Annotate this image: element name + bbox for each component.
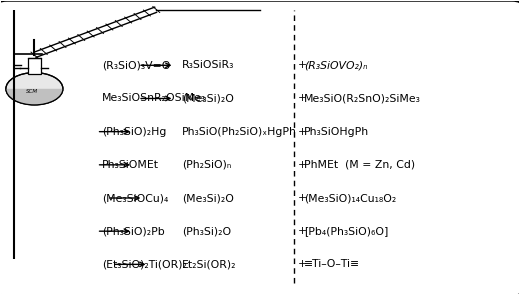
Text: +: + — [297, 94, 306, 104]
Text: Ph₃SiOMEt: Ph₃SiOMEt — [102, 160, 159, 170]
Text: (Me₃SiO)₁₄Cu₁₈O₂: (Me₃SiO)₁₄Cu₁₈O₂ — [304, 193, 396, 203]
Text: +: + — [297, 259, 306, 269]
Text: +: + — [297, 127, 306, 137]
Text: (Ph₂SiO)ₙ: (Ph₂SiO)ₙ — [182, 160, 231, 170]
Circle shape — [6, 73, 63, 105]
Text: (Ph₃SiO)₂Hg: (Ph₃SiO)₂Hg — [102, 127, 166, 137]
Text: (Et₃SiO)₂Ti(OR)₂: (Et₃SiO)₂Ti(OR)₂ — [102, 259, 187, 269]
Text: Me₃SiO(R₂SnO)₂SiMe₃: Me₃SiO(R₂SnO)₂SiMe₃ — [304, 94, 421, 104]
Text: (Me₃Si)₂O: (Me₃Si)₂O — [182, 193, 234, 203]
Text: Ph₃SiO(Ph₂SiO)ₓHgPh: Ph₃SiO(Ph₂SiO)ₓHgPh — [182, 127, 297, 137]
Text: [Pb₄(Ph₃SiO)₆O]: [Pb₄(Ph₃SiO)₆O] — [304, 226, 388, 236]
Text: PhMEt  (M = Zn, Cd): PhMEt (M = Zn, Cd) — [304, 160, 415, 170]
Text: Ph₃SiOHgPh: Ph₃SiOHgPh — [304, 127, 369, 137]
Text: Me₃SiOSnR₂OSiMe₃: Me₃SiOSnR₂OSiMe₃ — [102, 94, 206, 104]
Text: Et₂Si(OR)₂: Et₂Si(OR)₂ — [182, 259, 237, 269]
Text: R₃SiOSiR₃: R₃SiOSiR₃ — [182, 60, 235, 70]
Text: +: + — [297, 193, 306, 203]
Text: (Me₃Si)₂O: (Me₃Si)₂O — [182, 94, 234, 104]
Text: +: + — [297, 226, 306, 236]
Text: (R₃SiOVO₂)ₙ: (R₃SiOVO₂)ₙ — [304, 60, 368, 70]
Text: (Ph₃Si)₂O: (Ph₃Si)₂O — [182, 226, 231, 236]
Wedge shape — [6, 89, 63, 105]
Text: (Me₃SiOCu)₄: (Me₃SiOCu)₄ — [102, 193, 168, 203]
Text: (R₃SiO)₃V=O: (R₃SiO)₃V=O — [102, 60, 170, 70]
Text: +: + — [297, 160, 306, 170]
Text: (Ph₃SiO)₂Pb: (Ph₃SiO)₂Pb — [102, 226, 164, 236]
Text: SCM: SCM — [26, 89, 38, 94]
Text: ≡Ti–O–Ti≡: ≡Ti–O–Ti≡ — [304, 259, 360, 269]
Bar — [28, 58, 41, 74]
Text: +: + — [297, 60, 306, 70]
